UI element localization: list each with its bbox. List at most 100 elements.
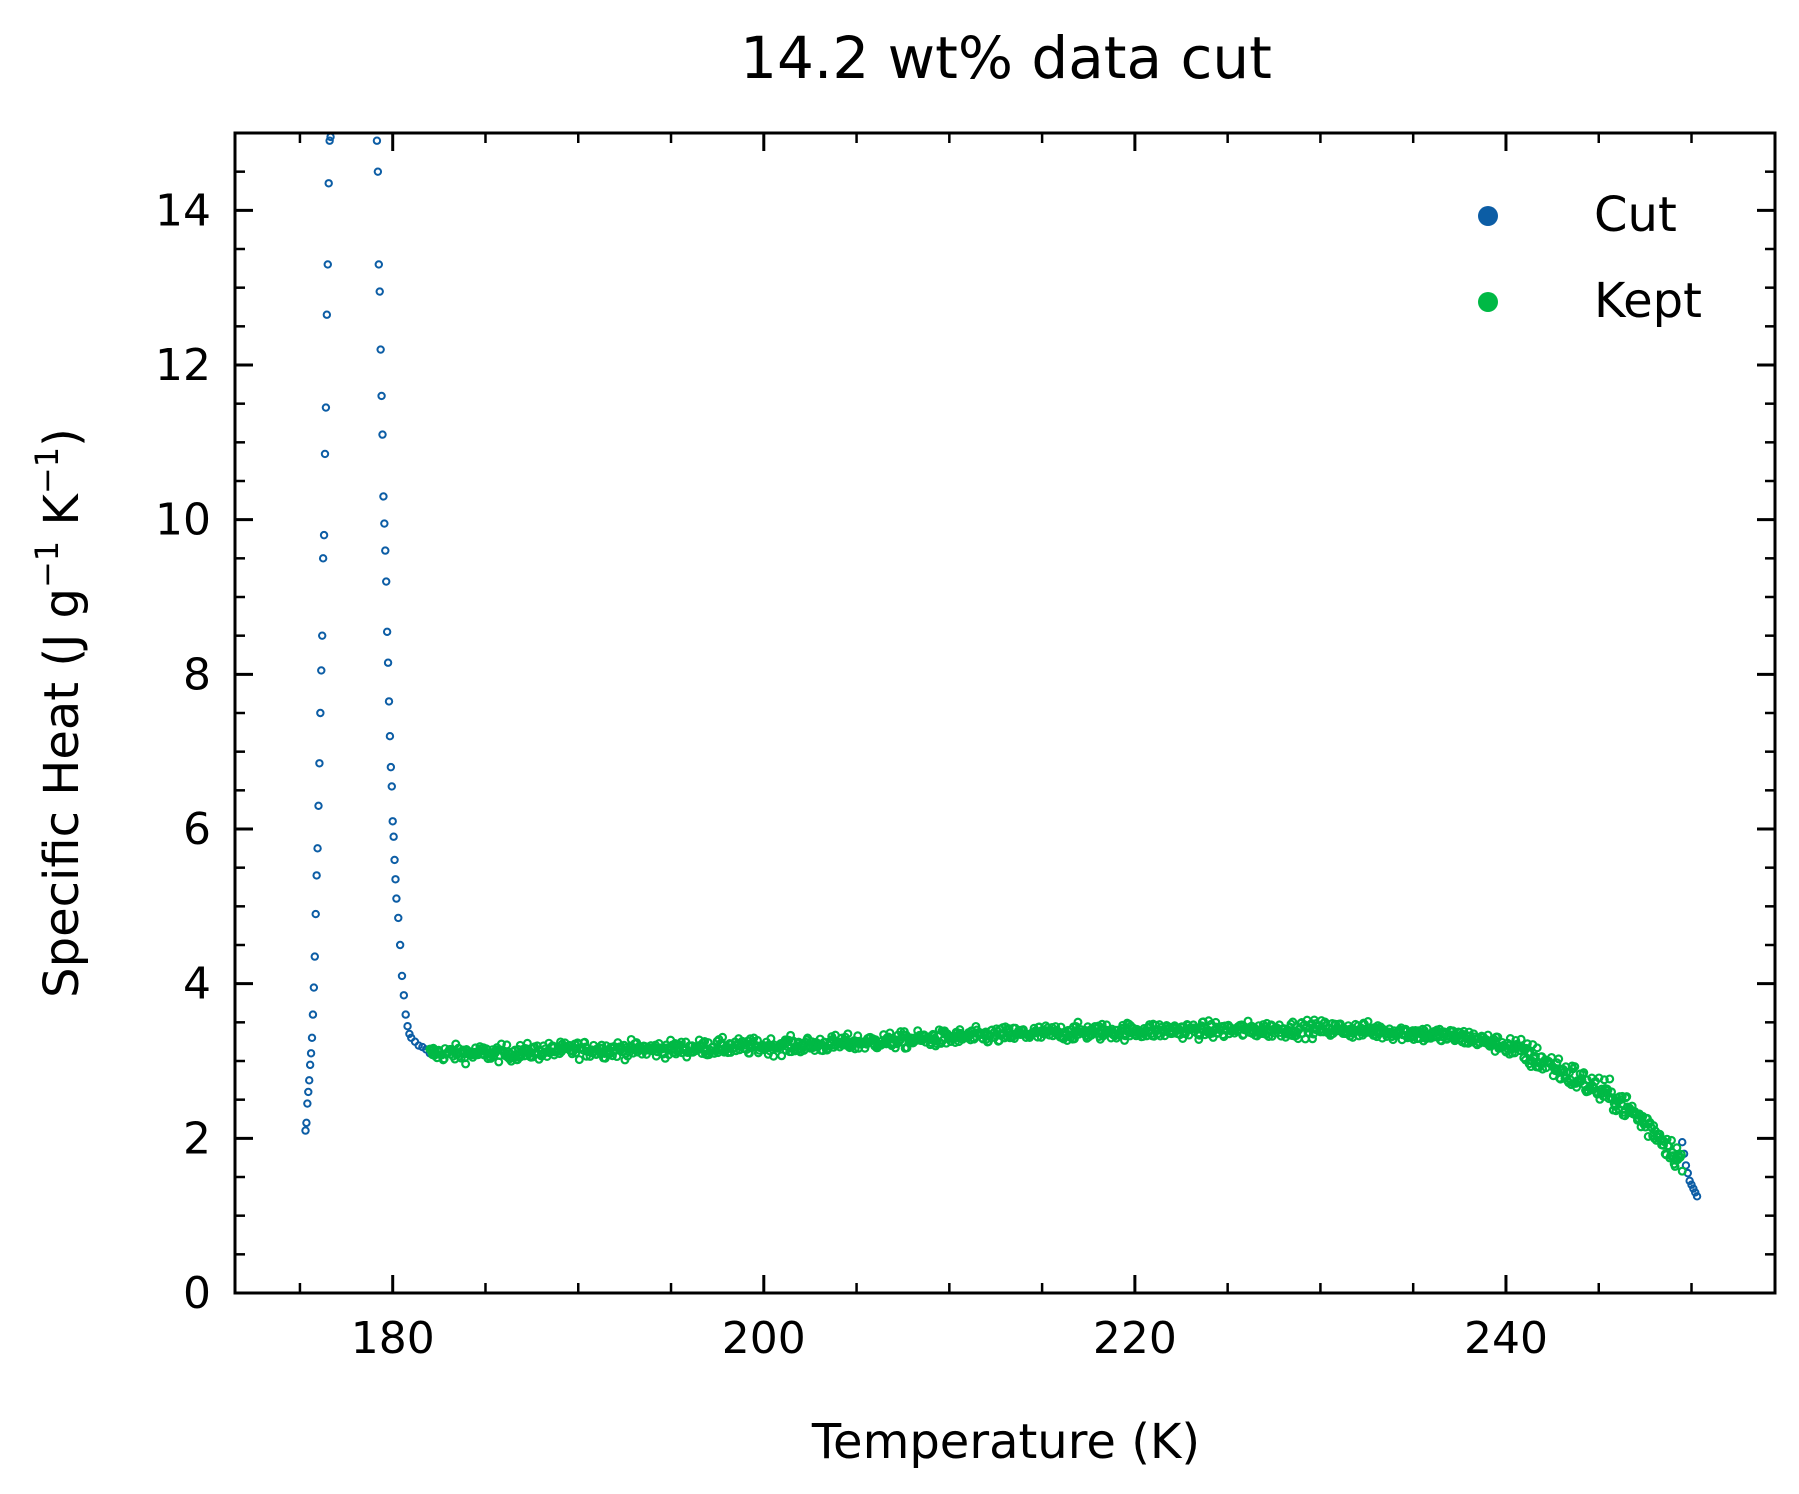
kept-point xyxy=(1198,1017,1208,1027)
cut-point xyxy=(382,627,392,636)
kept-point xyxy=(461,1059,471,1069)
cut-point xyxy=(305,1060,315,1070)
x-tick-label: 240 xyxy=(1464,1313,1548,1364)
cut-point xyxy=(308,1010,318,1019)
kept-point xyxy=(1579,1068,1589,1078)
y-tick-label: 6 xyxy=(183,804,211,855)
cut-point xyxy=(401,1010,410,1019)
legend-label-kept: Kept xyxy=(1594,273,1702,329)
kept-point xyxy=(1532,1043,1542,1053)
y-label-sup-1: −1 xyxy=(28,541,66,588)
x-tick-label: 200 xyxy=(722,1313,806,1364)
cut-point xyxy=(395,940,405,950)
kept-point xyxy=(1483,1030,1493,1040)
cut-point xyxy=(325,136,334,145)
y-tick-label: 14 xyxy=(155,185,211,236)
kept-point xyxy=(1599,1075,1609,1085)
cut-point xyxy=(387,782,396,791)
kept-point xyxy=(843,1029,853,1039)
y-tick-label: 4 xyxy=(183,959,211,1010)
y-label-prefix: Specific Heat (J g xyxy=(34,588,90,998)
y-tick-label: 0 xyxy=(183,1268,211,1319)
kept-point xyxy=(1308,1034,1318,1044)
kept-points xyxy=(425,1015,1687,1176)
y-tick-label: 10 xyxy=(155,495,211,546)
cut-point xyxy=(381,546,390,555)
kept-point xyxy=(769,1051,779,1061)
x-axis-label: Temperature (K) xyxy=(811,1414,1200,1470)
kept-point xyxy=(612,1052,622,1062)
cut-point xyxy=(382,577,391,586)
cut-point xyxy=(394,913,403,923)
cut-point xyxy=(389,832,398,841)
kept-point xyxy=(1622,1092,1632,1102)
kept-point xyxy=(1582,1075,1592,1085)
cut-point xyxy=(392,894,401,903)
kept-point xyxy=(676,1037,686,1047)
cut-point xyxy=(374,260,383,269)
cut-point xyxy=(1678,1138,1687,1147)
kept-point xyxy=(1554,1054,1564,1064)
kept-point xyxy=(1120,1035,1130,1045)
kept-point xyxy=(574,1055,584,1065)
y-axis-label: Specific Heat (J g−1 K−1) xyxy=(28,428,90,998)
kept-point xyxy=(682,1052,692,1062)
cut-point xyxy=(399,991,409,1000)
kept-point xyxy=(777,1051,787,1061)
legend-label-cut: Cut xyxy=(1594,187,1677,243)
cut-point xyxy=(380,519,389,528)
cut-point xyxy=(311,909,320,919)
cut-point xyxy=(383,658,393,667)
y-tick-label: 2 xyxy=(183,1113,211,1164)
cut-point xyxy=(391,875,400,884)
kept-point xyxy=(1363,1016,1373,1026)
cut-point xyxy=(305,1076,314,1085)
kept-point xyxy=(718,1032,728,1042)
cut-point xyxy=(384,697,394,706)
cut-point xyxy=(307,1033,317,1043)
cut-point xyxy=(316,708,325,718)
cut-point xyxy=(318,631,327,640)
kept-point xyxy=(1570,1062,1580,1072)
cut-point xyxy=(319,530,329,540)
cut-point xyxy=(309,983,319,992)
cut-point xyxy=(310,952,319,961)
kept-point xyxy=(580,1037,590,1047)
cut-point xyxy=(322,310,332,319)
cut-point xyxy=(373,167,383,176)
chart-title: 14.2 wt% data cut xyxy=(740,24,1272,92)
cut-point xyxy=(372,136,382,145)
y-label-mid: K xyxy=(34,493,90,541)
cut-point xyxy=(314,801,323,810)
y-label-sup-2: −1 xyxy=(28,447,66,494)
cut-point xyxy=(397,971,407,981)
cut-point xyxy=(388,817,397,826)
plot-area-frame xyxy=(233,131,1777,1295)
y-label-suffix: ) xyxy=(34,428,90,447)
cut-point xyxy=(320,449,330,459)
kept-point xyxy=(502,1040,512,1050)
cut-point xyxy=(315,759,324,768)
cut-point xyxy=(303,1099,312,1108)
legend-marker-kept xyxy=(1478,292,1498,312)
axis-tick-labels: 180 200 220 240 0 2 4 6 8 10 12 14 xyxy=(155,185,1548,1364)
kept-point xyxy=(1493,1032,1503,1042)
cut-point xyxy=(1681,1161,1691,1170)
kept-point xyxy=(1194,1034,1204,1044)
cut-point xyxy=(321,403,331,412)
cut-point xyxy=(378,430,387,439)
cut-point xyxy=(302,1118,311,1128)
cut-point xyxy=(386,762,396,772)
kept-point xyxy=(885,1028,895,1038)
kept-point xyxy=(571,1048,581,1058)
cut-point xyxy=(323,260,332,269)
x-tick-label: 220 xyxy=(1093,1313,1177,1364)
y-tick-label: 12 xyxy=(155,340,211,391)
kept-point xyxy=(1666,1135,1676,1145)
kept-point xyxy=(1605,1074,1615,1084)
kept-point xyxy=(1097,1019,1107,1029)
cut-point xyxy=(317,666,326,675)
cut-point xyxy=(376,345,385,354)
cut-point xyxy=(1692,1192,1702,1201)
